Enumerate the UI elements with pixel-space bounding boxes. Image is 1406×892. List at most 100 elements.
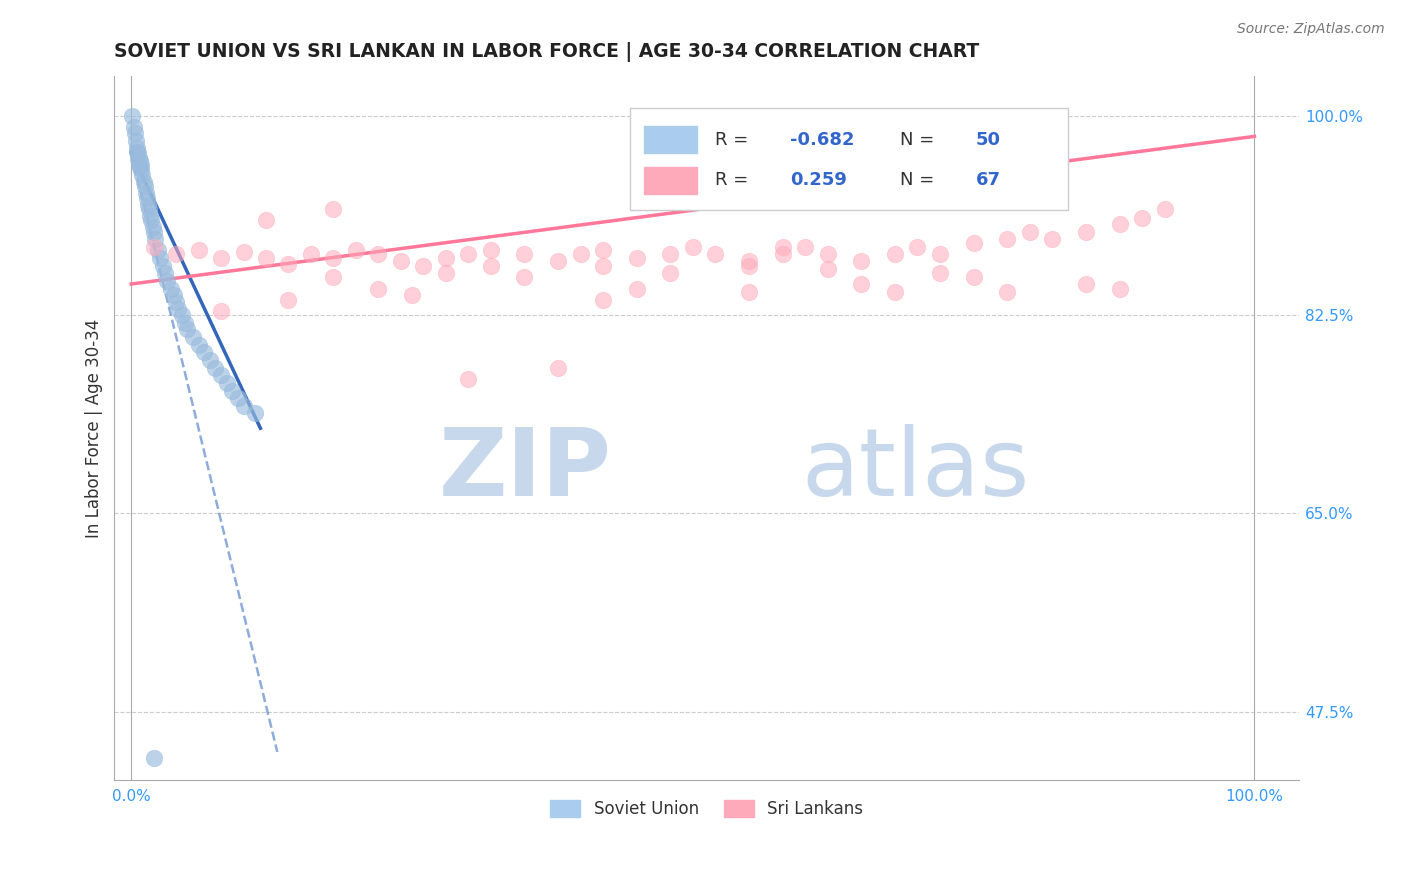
Point — [592, 243, 614, 257]
Point — [142, 239, 165, 253]
Point — [738, 285, 761, 299]
Point — [401, 288, 423, 302]
Point — [136, 191, 159, 205]
Point — [125, 145, 148, 160]
Point — [129, 154, 152, 169]
Point — [592, 259, 614, 273]
Point — [254, 251, 277, 265]
Point — [389, 254, 412, 268]
Point — [962, 270, 984, 285]
Point — [142, 225, 165, 239]
Text: N =: N = — [900, 130, 941, 149]
Point — [1040, 231, 1063, 245]
Point — [322, 251, 344, 265]
Point — [626, 282, 648, 296]
Text: atlas: atlas — [801, 425, 1031, 516]
Point — [457, 372, 479, 386]
Point — [131, 168, 153, 182]
Point — [569, 247, 592, 261]
Legend: Soviet Union, Sri Lankans: Soviet Union, Sri Lankans — [544, 793, 870, 825]
Point — [127, 146, 149, 161]
Point — [215, 376, 238, 390]
Point — [129, 160, 152, 174]
Point — [204, 361, 226, 376]
Point — [659, 266, 682, 280]
Text: 67: 67 — [976, 171, 1001, 189]
Point — [1108, 217, 1130, 231]
Point — [156, 274, 179, 288]
Point — [226, 391, 249, 405]
Point — [884, 285, 907, 299]
Point — [1074, 277, 1097, 291]
Point — [198, 353, 221, 368]
Text: 50: 50 — [976, 130, 1001, 149]
Point — [851, 254, 873, 268]
Point — [149, 251, 172, 265]
Y-axis label: In Labor Force | Age 30-34: In Labor Force | Age 30-34 — [86, 318, 103, 538]
Point — [221, 384, 243, 398]
Point — [682, 239, 704, 253]
Point — [479, 259, 502, 273]
Point — [513, 270, 536, 285]
Point — [125, 141, 148, 155]
Point — [232, 245, 254, 260]
Point — [884, 247, 907, 261]
Text: R =: R = — [716, 130, 754, 149]
Text: 0.259: 0.259 — [790, 171, 846, 189]
Point — [243, 407, 266, 421]
Text: N =: N = — [900, 171, 941, 189]
Point — [772, 247, 794, 261]
Point — [1108, 282, 1130, 296]
Point — [738, 259, 761, 273]
Point — [143, 231, 166, 245]
Point — [1153, 202, 1175, 216]
Point — [170, 308, 193, 322]
Point — [592, 293, 614, 307]
Text: Source: ZipAtlas.com: Source: ZipAtlas.com — [1237, 22, 1385, 37]
Text: R =: R = — [716, 171, 754, 189]
Point — [1130, 211, 1153, 226]
Point — [148, 243, 170, 257]
Point — [135, 186, 157, 201]
Point — [322, 270, 344, 285]
Point — [367, 247, 389, 261]
Point — [626, 251, 648, 265]
Point — [209, 368, 232, 382]
Point — [547, 254, 569, 268]
Point — [1018, 225, 1040, 239]
Point — [209, 251, 232, 265]
Point — [187, 338, 209, 352]
Point — [513, 247, 536, 261]
Point — [128, 156, 150, 170]
Point — [232, 399, 254, 413]
Point — [738, 254, 761, 268]
Point — [479, 243, 502, 257]
Point — [165, 295, 187, 310]
Point — [153, 266, 176, 280]
Point — [929, 247, 952, 261]
Point — [174, 316, 197, 330]
Point — [344, 243, 367, 257]
Point — [277, 293, 299, 307]
Point — [159, 282, 181, 296]
Point — [412, 259, 434, 273]
Point — [139, 209, 162, 223]
Point — [277, 256, 299, 270]
Point — [125, 134, 148, 148]
Point — [136, 197, 159, 211]
Point — [772, 239, 794, 253]
Point — [131, 163, 153, 178]
Bar — [644, 167, 697, 194]
Point — [176, 322, 198, 336]
Point — [142, 750, 165, 764]
Point — [124, 126, 146, 140]
Point — [128, 151, 150, 165]
Point — [127, 152, 149, 166]
Point — [299, 247, 322, 261]
Point — [434, 251, 457, 265]
Point — [659, 247, 682, 261]
Point — [907, 239, 929, 253]
Point — [794, 239, 817, 253]
Point — [163, 288, 186, 302]
Point — [167, 301, 190, 316]
